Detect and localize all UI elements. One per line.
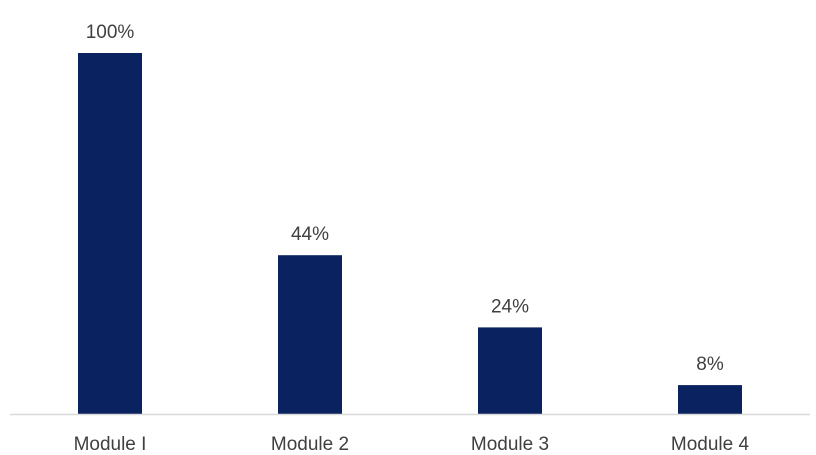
x-tick-label-4: Module 4 xyxy=(671,434,750,455)
x-tick-label-1: Module I xyxy=(74,434,147,455)
x-tick-labels-group: Module I Module 2 Module 3 Module 4 xyxy=(74,434,750,455)
data-label-4: 8% xyxy=(696,354,724,375)
x-tick-label-3: Module 3 xyxy=(471,434,549,455)
bar-2 xyxy=(278,255,342,414)
data-label-3: 24% xyxy=(491,296,529,317)
bar-1 xyxy=(78,53,142,414)
bars-group xyxy=(78,53,742,414)
data-label-2: 44% xyxy=(291,224,329,245)
bar-4 xyxy=(678,385,742,414)
bar-3 xyxy=(478,327,542,414)
x-tick-label-2: Module 2 xyxy=(271,434,349,455)
data-labels-group: 100% 44% 24% 8% xyxy=(86,22,724,375)
data-label-1: 100% xyxy=(86,22,135,43)
